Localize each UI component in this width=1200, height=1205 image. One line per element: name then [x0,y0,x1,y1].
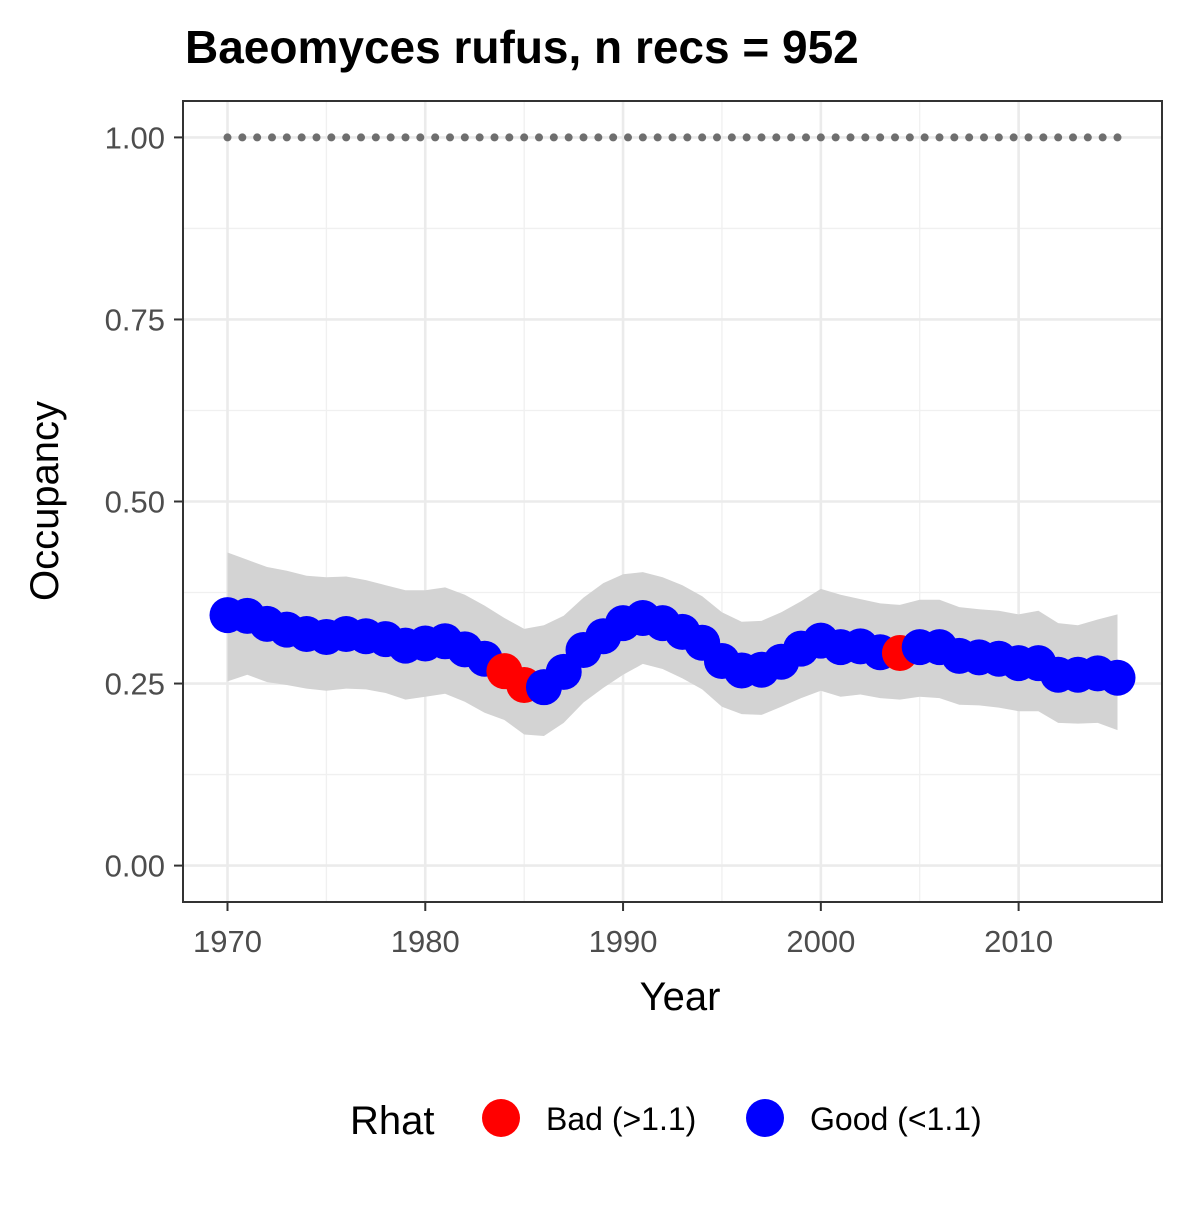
reference-dot [742,133,751,142]
x-tick-label: 1990 [589,924,658,959]
reference-dot [520,133,529,142]
y-tick-label: 0.00 [105,849,165,884]
y-axis: 0.00 0.25 0.50 0.75 1.00 [105,120,183,884]
reference-dot [431,133,440,142]
legend-label-good: Good (<1.1) [810,1101,982,1137]
occupancy-point-good [1099,659,1136,696]
reference-dot [876,133,885,142]
reference-dot [490,133,499,142]
y-tick-label: 1.00 [105,120,165,155]
reference-dot [594,133,603,142]
reference-dot [342,133,351,142]
reference-dot [891,133,899,142]
reference-dot [905,133,914,142]
reference-dot [772,133,781,142]
reference-dot [1024,133,1033,142]
reference-dot [713,133,721,142]
legend-label-bad: Bad (>1.1) [546,1101,696,1137]
occupancy-points [209,597,1136,706]
x-tick-label: 2000 [786,924,855,959]
reference-dot [268,133,276,142]
reference-dot [505,133,514,142]
reference-dot [624,133,632,142]
reference-dot [683,133,692,142]
reference-dot [1069,133,1077,142]
reference-dot [846,133,855,142]
reference-dot [253,133,262,142]
reference-dot [297,133,306,142]
reference-dot [1113,133,1122,142]
reference-dot [1098,133,1107,142]
x-tick-label: 2010 [984,924,1053,959]
chart-title: Baeomyces rufus, n recs = 952 [185,21,859,73]
reference-dot [460,133,469,142]
x-axis-label: Year [640,975,721,1019]
reference-dot [994,133,1003,142]
reference-dot [638,133,647,142]
reference-dot [446,133,454,142]
reference-dot [238,133,247,142]
reference-dot [1009,133,1018,142]
reference-dot [416,133,425,142]
reference-dot [579,133,588,142]
legend-key-good [746,1099,784,1137]
legend-key-bad [482,1099,520,1137]
reference-dot [698,133,707,142]
x-axis: 1970 1980 1990 2000 2010 [193,902,1053,959]
reference-dot [965,133,974,142]
reference-dot [920,133,929,142]
reference-dot [1039,133,1048,142]
reference-dot [223,133,232,142]
legend-title: Rhat [350,1099,435,1143]
x-tick-label: 1970 [193,924,262,959]
reference-dot [549,133,558,142]
reference-dot [727,133,736,142]
reference-dot [327,133,336,142]
reference-dot [312,133,321,142]
reference-dot [357,133,365,142]
reference-dot [668,133,677,142]
reference-dot [861,133,870,142]
reference-dot [535,133,543,142]
reference-dot [282,133,291,142]
reference-dot [950,133,959,142]
legend: Rhat Bad (>1.1) Good (<1.1) [350,1099,982,1143]
reference-dot [1054,133,1063,142]
reference-dot [1083,133,1092,142]
reference-dot [787,133,796,142]
y-tick-label: 0.75 [105,302,165,337]
y-tick-label: 0.50 [105,485,165,520]
reference-dot [980,133,988,142]
reference-dot [802,133,810,142]
reference-dot [816,133,825,142]
reference-dot [935,133,944,142]
x-tick-label: 1980 [391,924,460,959]
reference-dot [831,133,840,142]
reference-dot [371,133,380,142]
reference-dot [475,133,484,142]
reference-line-dotted [223,133,1122,142]
reference-dot [609,133,618,142]
reference-dot [757,133,766,142]
reference-dot [653,133,662,142]
reference-dot [401,133,410,142]
y-axis-label: Occupancy [23,401,67,601]
reference-dot [564,133,573,142]
reference-dot [386,133,395,142]
y-tick-label: 0.25 [105,667,165,702]
